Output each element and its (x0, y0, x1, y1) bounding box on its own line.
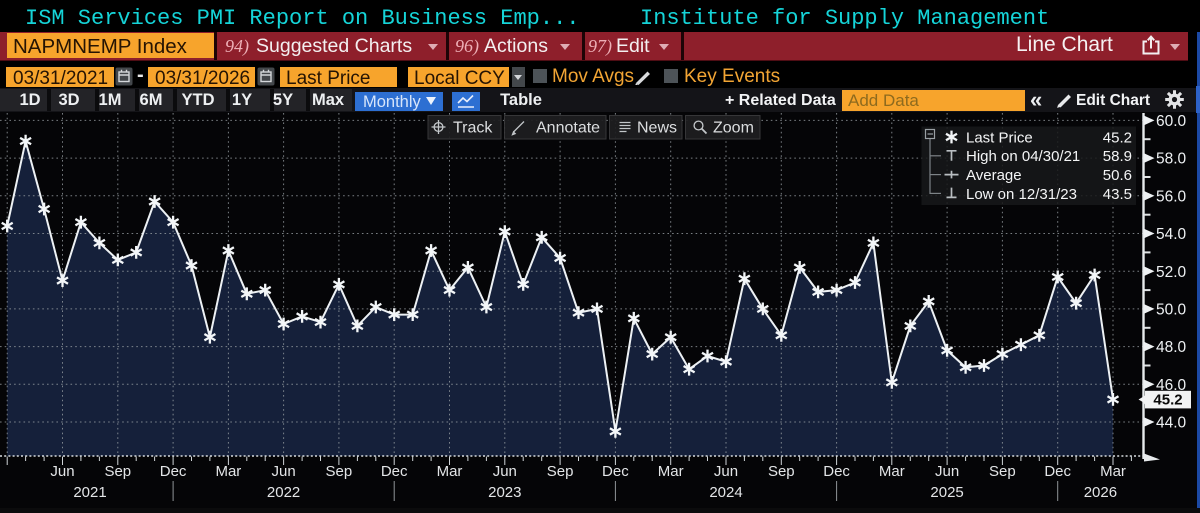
svg-text:Sep: Sep (104, 463, 131, 480)
svg-text:News: News (637, 120, 677, 137)
svg-text:2023: 2023 (488, 484, 521, 501)
svg-text:Dec: Dec (1044, 463, 1071, 480)
svg-text:Dec: Dec (602, 463, 629, 480)
svg-text:2022: 2022 (267, 484, 300, 501)
svg-text:50.0: 50.0 (1156, 302, 1187, 319)
svg-text:Last Price: Last Price (966, 129, 1033, 146)
svg-text:45.2: 45.2 (1153, 391, 1182, 408)
svg-text:45.2: 45.2 (1103, 129, 1132, 146)
svg-text:44.0: 44.0 (1156, 415, 1187, 432)
svg-text:Sep: Sep (326, 463, 353, 480)
svg-text:Sep: Sep (989, 463, 1016, 480)
svg-text:High on 04/30/21: High on 04/30/21 (966, 148, 1080, 165)
svg-text:58.9: 58.9 (1103, 148, 1132, 165)
svg-text:Dec: Dec (823, 463, 850, 480)
svg-text:Mar: Mar (215, 463, 241, 480)
svg-text:43.5: 43.5 (1103, 186, 1132, 203)
svg-text:Dec: Dec (381, 463, 408, 480)
svg-text:Jun: Jun (272, 463, 296, 480)
svg-text:Zoom: Zoom (713, 120, 754, 137)
svg-text:52.0: 52.0 (1156, 264, 1187, 281)
svg-text:Mar: Mar (437, 463, 463, 480)
svg-text:58.0: 58.0 (1156, 151, 1187, 168)
svg-text:2024: 2024 (709, 484, 742, 501)
svg-text:Annotate: Annotate (536, 120, 600, 137)
svg-text:Low on 12/31/23: Low on 12/31/23 (966, 186, 1077, 203)
svg-text:Average: Average (966, 167, 1022, 184)
svg-text:Jun: Jun (935, 463, 959, 480)
svg-text:Jun: Jun (714, 463, 738, 480)
svg-text:56.0: 56.0 (1156, 188, 1187, 205)
svg-text:46.0: 46.0 (1156, 377, 1187, 394)
svg-text:Sep: Sep (768, 463, 795, 480)
svg-text:Dec: Dec (160, 463, 187, 480)
svg-text:Track: Track (453, 120, 493, 137)
svg-text:Sep: Sep (547, 463, 574, 480)
svg-text:2026: 2026 (1084, 484, 1117, 501)
svg-text:2025: 2025 (930, 484, 963, 501)
svg-text:60.0: 60.0 (1156, 113, 1187, 130)
svg-text:54.0: 54.0 (1156, 226, 1187, 243)
svg-text:Jun: Jun (50, 463, 74, 480)
svg-text:50.6: 50.6 (1103, 167, 1132, 184)
svg-text:Mar: Mar (1100, 463, 1126, 480)
svg-text:2021: 2021 (73, 484, 106, 501)
svg-text:Mar: Mar (879, 463, 905, 480)
svg-text:48.0: 48.0 (1156, 339, 1187, 356)
svg-text:Jun: Jun (493, 463, 517, 480)
svg-text:Mar: Mar (658, 463, 684, 480)
